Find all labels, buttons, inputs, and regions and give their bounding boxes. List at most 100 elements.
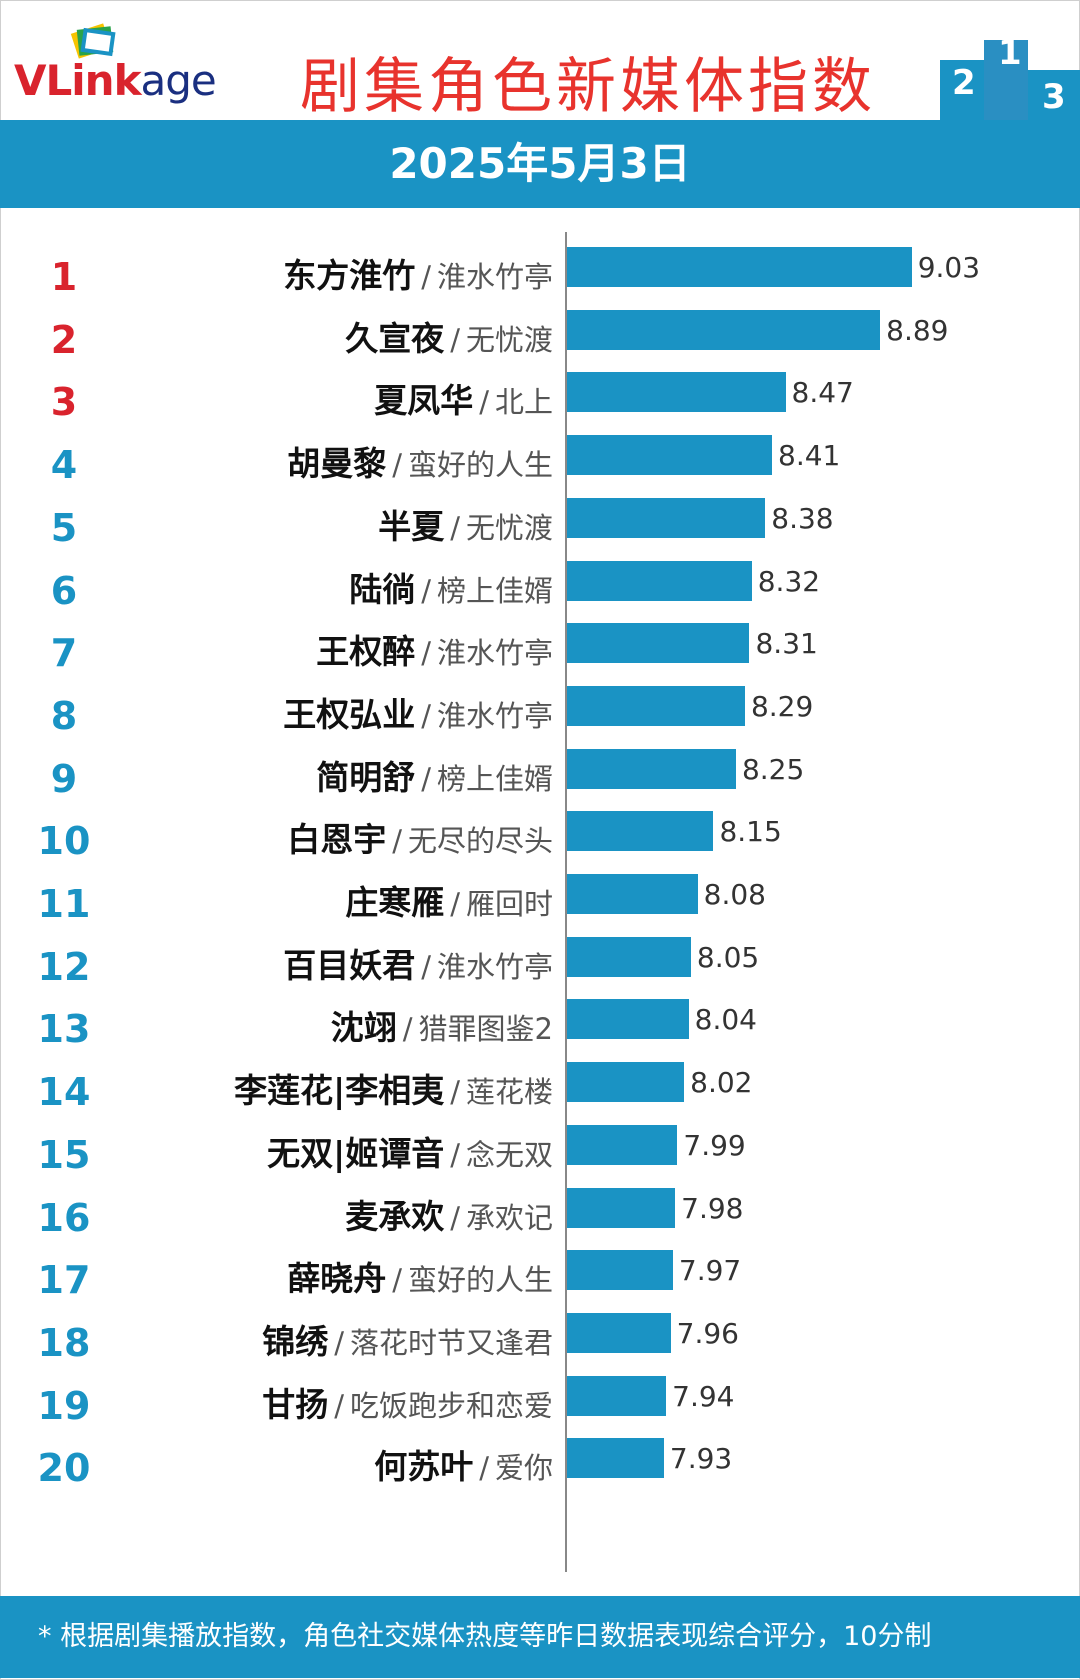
label-separator: / <box>479 385 489 420</box>
category-label: 夏凤华 / 北上 <box>374 374 553 422</box>
chart-row: 7 王权醉 / 淮水竹亭 8.31 <box>0 623 1080 676</box>
chart-row: 3 夏凤华 / 北上 8.47 <box>0 372 1080 424</box>
label-separator: / <box>450 1200 460 1235</box>
character-name: 王权醉 <box>316 632 416 672</box>
character-name: 无双|姬谭音 <box>267 1133 445 1173</box>
character-name: 白恩宇 <box>287 820 387 860</box>
data-label: 8.25 <box>741 752 805 786</box>
label-separator: / <box>392 1263 402 1298</box>
drama-name: 吃饭跑步和恋爱 <box>349 1388 553 1423</box>
category-label: 沈翊 / 猎罪图鉴2 <box>331 1001 553 1049</box>
label-separator: / <box>392 448 402 483</box>
rank-number: 4 <box>50 443 78 488</box>
category-label: 东方淮竹 / 淮水竹亭 <box>283 249 553 297</box>
drama-name: 无忧渡 <box>465 322 553 357</box>
drama-name: 念无双 <box>465 1137 553 1172</box>
date-label: 2025年5月3日 <box>389 139 691 188</box>
bar <box>567 1187 676 1228</box>
category-label: 胡曼黎 / 蛮好的人生 <box>287 437 553 485</box>
bar <box>567 685 745 726</box>
category-label: 久宣夜 / 无忧渡 <box>345 312 553 360</box>
svg-text:1: 1 <box>998 33 1022 73</box>
category-label: 百目妖君 / 淮水竹亭 <box>283 939 553 987</box>
bar <box>567 497 766 538</box>
bar <box>567 1062 685 1103</box>
data-label: 8.47 <box>791 376 854 410</box>
chart-row: 13 沈翊 / 猎罪图鉴2 8.04 <box>0 999 1080 1052</box>
chart-row: 10 白恩宇 / 无尽的尽头 8.15 <box>0 811 1080 863</box>
character-name: 陆徜 <box>349 569 416 609</box>
logo-cards-icon <box>70 23 116 59</box>
data-label: 8.32 <box>757 564 821 598</box>
character-name: 锦绣 <box>262 1321 329 1361</box>
vlinkage-logo: VLinkage <box>10 18 240 108</box>
rank-number: 1 <box>50 255 78 299</box>
svg-text:2: 2 <box>952 63 976 103</box>
bar <box>567 1124 678 1165</box>
label-separator: / <box>450 1137 460 1172</box>
data-label: 8.38 <box>771 501 834 535</box>
rank-number: 20 <box>37 1446 91 1491</box>
rank-number: 19 <box>37 1383 91 1428</box>
character-name: 庄寒雁 <box>345 883 445 922</box>
label-separator: / <box>421 761 431 796</box>
drama-name: 无尽的尽头 <box>407 824 553 859</box>
bar <box>567 309 881 350</box>
drama-name: 猎罪图鉴2 <box>418 1012 553 1047</box>
data-label: 7.97 <box>678 1254 742 1288</box>
rank-number: 7 <box>50 631 78 676</box>
category-label: 陆徜 / 榜上佳婿 <box>349 563 553 611</box>
drama-name: 爱你 <box>494 1451 553 1486</box>
character-name: 李莲花|李相夷 <box>234 1071 445 1111</box>
drama-name: 榜上佳婿 <box>436 761 553 796</box>
chart-row: 20 何苏叶 / 爱你 7.93 <box>0 1438 1080 1491</box>
category-label: 锦绣 / 落花时节又逢君 <box>262 1315 553 1363</box>
category-label: 半夏 / 无忧渡 <box>378 500 553 548</box>
label-separator: / <box>402 1012 413 1047</box>
date-band <box>0 120 1080 208</box>
chart-row: 16 麦承欢 / 承欢记 7.98 <box>0 1187 1080 1240</box>
bar <box>567 999 689 1040</box>
data-label: 9.03 <box>917 251 981 284</box>
bar <box>567 874 698 914</box>
chart-row: 4 胡曼黎 / 蛮好的人生 8.41 <box>0 435 1080 488</box>
character-name: 薛晓舟 <box>287 1259 387 1299</box>
rank-number: 5 <box>50 505 78 550</box>
category-label: 李莲花|李相夷 / 莲花楼 <box>234 1064 553 1112</box>
chart-row: 5 半夏 / 无忧渡 8.38 <box>0 497 1080 550</box>
rank-number: 6 <box>50 568 78 613</box>
character-name: 百目妖君 <box>283 945 416 985</box>
page-title: 剧集角色新媒体指数 <box>300 52 876 122</box>
label-separator: / <box>392 824 402 859</box>
data-label: 7.99 <box>683 1128 746 1162</box>
chart-row: 6 陆徜 / 榜上佳婿 8.32 <box>0 560 1080 613</box>
label-separator: / <box>450 1075 460 1110</box>
label-separator: / <box>334 1388 344 1423</box>
chart-row: 17 薛晓舟 / 蛮好的人生 7.97 <box>0 1250 1080 1303</box>
rank-number: 13 <box>37 1007 91 1052</box>
chart-row: 11 庄寒雁 / 雁回时 8.08 <box>0 874 1080 926</box>
bar <box>567 1250 673 1291</box>
bar <box>567 623 750 664</box>
drama-name: 淮水竹亭 <box>436 636 553 671</box>
chart-row: 19 甘扬 / 吃饭跑步和恋爱 7.94 <box>0 1375 1080 1428</box>
category-label: 甘扬 / 吃饭跑步和恋爱 <box>262 1378 553 1426</box>
category-label: 麦承欢 / 承欢记 <box>345 1190 553 1238</box>
footer-band <box>0 1596 1080 1678</box>
character-name: 何苏叶 <box>374 1447 474 1487</box>
data-label: 8.29 <box>750 689 814 723</box>
data-label: 7.94 <box>672 1379 735 1413</box>
chart-axis <box>565 232 567 1572</box>
bar <box>567 247 912 287</box>
data-label: 7.98 <box>681 1191 744 1225</box>
character-name: 王权弘业 <box>283 694 416 734</box>
category-label: 白恩宇 / 无尽的尽头 <box>287 813 553 861</box>
data-label: 8.02 <box>690 1066 753 1100</box>
character-name: 沈翊 <box>330 1008 397 1048</box>
category-label: 简明舒 / 榜上佳婿 <box>316 751 553 799</box>
chart-row: 14 李莲花|李相夷 / 莲花楼 8.02 <box>0 1062 1080 1114</box>
rank-number: 17 <box>37 1258 91 1303</box>
drama-name: 落花时节又逢君 <box>349 1325 553 1360</box>
drama-name: 榜上佳婿 <box>436 573 553 608</box>
label-separator: / <box>450 322 460 357</box>
